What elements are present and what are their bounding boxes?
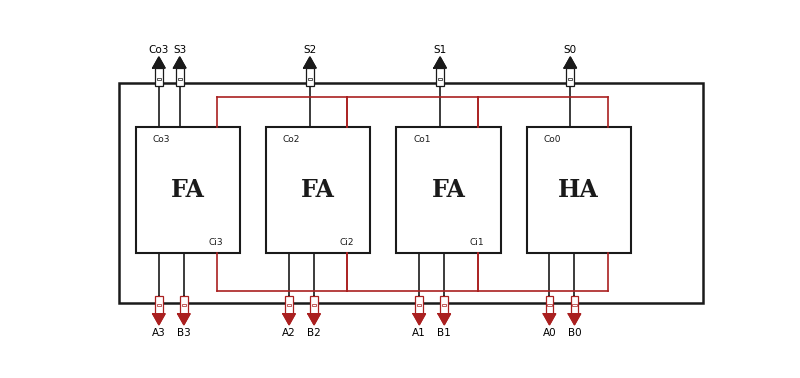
Text: B3: B3 (177, 328, 190, 338)
Bar (286, 296, 293, 314)
Text: Ci3: Ci3 (209, 238, 223, 247)
Bar (568, 78, 573, 80)
Bar (440, 296, 448, 314)
Text: Co3: Co3 (153, 135, 170, 144)
Text: S2: S2 (303, 45, 317, 55)
Polygon shape (413, 314, 426, 325)
Bar (526, 127, 630, 254)
Bar (415, 296, 423, 314)
Text: Co3: Co3 (149, 45, 169, 55)
Text: A0: A0 (542, 328, 556, 338)
Text: FA: FA (431, 178, 466, 202)
Bar (180, 296, 188, 314)
Text: S1: S1 (434, 45, 446, 55)
Bar (155, 68, 162, 86)
Text: Co0: Co0 (543, 135, 561, 144)
Bar (572, 304, 577, 306)
Text: Co1: Co1 (413, 135, 430, 144)
Bar (306, 68, 314, 86)
Bar (266, 127, 370, 254)
Polygon shape (283, 314, 295, 325)
Text: B2: B2 (307, 328, 321, 338)
Text: A1: A1 (413, 328, 426, 338)
Bar (570, 296, 578, 314)
Text: A2: A2 (282, 328, 296, 338)
Polygon shape (564, 57, 577, 68)
Bar (155, 296, 162, 314)
Bar (178, 78, 182, 80)
Polygon shape (153, 57, 165, 68)
Polygon shape (438, 314, 450, 325)
Bar (442, 304, 446, 306)
Polygon shape (308, 314, 320, 325)
Bar (136, 127, 240, 254)
Bar (547, 304, 552, 306)
Bar (157, 304, 161, 306)
Bar (310, 296, 318, 314)
Polygon shape (153, 314, 165, 325)
Bar (182, 304, 186, 306)
Polygon shape (178, 314, 190, 325)
Text: FA: FA (302, 178, 335, 202)
Text: Ci1: Ci1 (470, 238, 484, 247)
Text: S3: S3 (173, 45, 186, 55)
Text: B1: B1 (438, 328, 451, 338)
Bar (396, 127, 501, 254)
Bar (308, 78, 312, 80)
Polygon shape (568, 314, 581, 325)
Bar (417, 304, 422, 306)
Polygon shape (434, 57, 446, 68)
Text: S0: S0 (564, 45, 577, 55)
Bar (566, 68, 574, 86)
Bar (287, 304, 291, 306)
Bar (436, 68, 444, 86)
Text: A3: A3 (152, 328, 166, 338)
Bar (157, 78, 161, 80)
Polygon shape (543, 314, 556, 325)
Polygon shape (304, 57, 316, 68)
Bar (546, 296, 554, 314)
Text: Ci2: Ci2 (339, 238, 354, 247)
Text: Co2: Co2 (283, 135, 300, 144)
Text: HA: HA (558, 178, 599, 202)
Text: B0: B0 (568, 328, 582, 338)
Text: FA: FA (171, 178, 205, 202)
Bar (176, 68, 183, 86)
Bar (312, 304, 316, 306)
Polygon shape (174, 57, 186, 68)
Bar (118, 83, 702, 303)
Bar (438, 78, 442, 80)
